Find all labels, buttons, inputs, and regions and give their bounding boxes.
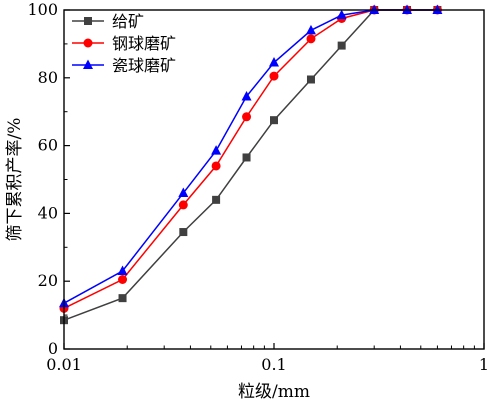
legend-marker: [83, 59, 93, 69]
data-point: [432, 4, 443, 14]
series-line: [63, 9, 438, 309]
data-point: [117, 265, 128, 276]
legend-label: 瓷球磨矿: [112, 56, 176, 75]
data-point: [242, 112, 252, 122]
data-point: [211, 145, 222, 155]
data-point: [178, 200, 188, 210]
y-tick-label: 0: [48, 339, 58, 358]
data-point: [212, 195, 221, 204]
y-tick-label: 100: [27, 0, 58, 19]
data-point: [118, 275, 128, 285]
series-line: [63, 9, 438, 304]
data-point: [118, 294, 127, 303]
legend-marker: [84, 17, 92, 25]
data-point: [369, 4, 380, 14]
data-point: [336, 9, 347, 20]
data-point: [242, 153, 251, 162]
data-point: [402, 4, 413, 14]
legend-label: 钢球磨矿: [112, 34, 176, 53]
legend-item: 钢球磨矿: [72, 34, 176, 53]
data-point: [270, 116, 278, 125]
y-tick-label: 20: [38, 271, 58, 290]
data-point: [241, 90, 252, 101]
x-tick-label: 0.01: [46, 355, 82, 374]
series-1: [60, 6, 442, 325]
legend-label: 给矿: [112, 12, 144, 31]
y-tick-label: 80: [38, 68, 58, 87]
axes-layer: 0 20 40 60 80 100 0.01 0.1 1: [27, 0, 489, 374]
data-point: [306, 34, 316, 44]
data-point: [305, 24, 316, 35]
data-point: [179, 228, 188, 237]
legend-item: 瓷球磨矿: [72, 56, 176, 75]
x-axis-label: 粒级/mm: [238, 382, 310, 402]
legend-marker: [83, 38, 93, 48]
data-point: [306, 75, 315, 84]
data-point: [178, 187, 189, 198]
x-tick-label: 1: [479, 355, 489, 374]
y-tick-label: 40: [38, 203, 58, 222]
y-tick-label: 60: [38, 136, 58, 155]
y-axis-label: 筛下累积产率/%: [5, 118, 25, 242]
data-point: [269, 71, 279, 81]
data-point: [337, 41, 346, 50]
x-tick-label: 0.1: [261, 355, 286, 374]
legend-item: 给矿: [72, 12, 144, 31]
data-point: [269, 57, 279, 67]
data-point: [211, 161, 221, 171]
